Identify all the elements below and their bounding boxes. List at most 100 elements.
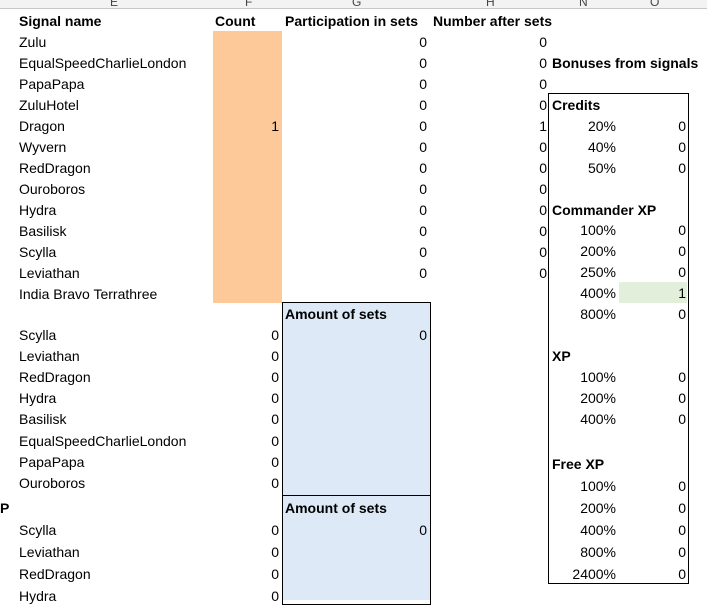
credits-percent[interactable]: 40% — [587, 139, 616, 155]
signal-name-cell[interactable]: EqualSpeedCharlieLondon — [19, 55, 187, 71]
set2-item-value[interactable]: 0 — [271, 544, 279, 560]
bonuses-title[interactable]: Bonuses from signals — [552, 55, 699, 71]
count-cell[interactable] — [213, 32, 279, 53]
header-number-after[interactable]: Number after sets — [433, 13, 553, 29]
commander-xp-percent[interactable]: 250% — [580, 264, 616, 280]
commander-xp-value[interactable]: 0 — [678, 306, 686, 322]
participation-cell[interactable]: 0 — [419, 34, 427, 50]
participation-cell[interactable]: 0 — [419, 139, 427, 155]
commander-xp-percent[interactable]: 400% — [580, 285, 616, 301]
signal-name-cell[interactable]: Dragon — [19, 118, 65, 134]
set2-item-name[interactable]: Scylla — [19, 522, 57, 538]
number-after-cell[interactable]: 0 — [539, 202, 547, 218]
xp-value[interactable]: 0 — [678, 411, 686, 427]
participation-cell[interactable]: 0 — [419, 244, 427, 260]
column-letter-g[interactable]: G — [352, 0, 362, 9]
header-count[interactable]: Count — [215, 13, 256, 29]
signal-name-cell[interactable]: Zulu — [19, 34, 47, 50]
set2-item-name[interactable]: Leviathan — [19, 544, 80, 560]
commander-xp-value[interactable]: 1 — [678, 285, 686, 301]
count-cell[interactable] — [213, 263, 279, 284]
free-xp-percent[interactable]: 100% — [580, 478, 616, 494]
signal-name-cell[interactable]: Wyvern — [19, 139, 67, 155]
count-cell[interactable] — [213, 95, 279, 116]
credits-label[interactable]: Credits — [552, 97, 601, 113]
number-after-cell[interactable]: 0 — [539, 76, 547, 92]
column-letter-o[interactable]: O — [650, 0, 660, 9]
set2-item-value[interactable]: 0 — [271, 588, 279, 604]
set1-item-value[interactable]: 0 — [271, 348, 279, 364]
count-cell[interactable] — [213, 179, 279, 200]
number-after-cell[interactable]: 0 — [539, 244, 547, 260]
commander-xp-percent[interactable]: 200% — [580, 243, 616, 259]
set2-item-name[interactable]: Hydra — [19, 588, 57, 604]
signal-name-cell[interactable]: India Bravo Terrathree — [19, 286, 158, 302]
set1-item-value[interactable]: 0 — [271, 390, 279, 406]
commander-xp-value[interactable]: 0 — [678, 264, 686, 280]
participation-cell[interactable]: 0 — [419, 223, 427, 239]
signal-name-cell[interactable]: Ouroboros — [19, 181, 86, 197]
count-cell[interactable] — [213, 284, 279, 305]
credits-value[interactable]: 0 — [678, 139, 686, 155]
set1-item-name[interactable]: Hydra — [19, 390, 57, 406]
header-signal-name[interactable]: Signal name — [19, 13, 102, 29]
column-letter-n[interactable]: N — [579, 0, 588, 9]
number-after-cell[interactable]: 1 — [539, 118, 547, 134]
column-letter-f[interactable]: F — [245, 0, 253, 9]
number-after-cell[interactable]: 0 — [539, 139, 547, 155]
credits-value[interactable]: 0 — [678, 160, 686, 176]
number-after-cell[interactable]: 0 — [539, 34, 547, 50]
signal-name-cell[interactable]: Hydra — [19, 202, 57, 218]
set1-item-value[interactable]: 0 — [271, 369, 279, 385]
count-cell[interactable]: 1 — [271, 118, 279, 134]
participation-cell[interactable]: 0 — [419, 118, 427, 134]
credits-value[interactable]: 0 — [678, 118, 686, 134]
set1-item-name[interactable]: Leviathan — [19, 348, 80, 364]
xp-value[interactable]: 0 — [678, 369, 686, 385]
set1-item-name[interactable]: Ouroboros — [19, 475, 86, 491]
signal-name-cell[interactable]: Leviathan — [19, 265, 80, 281]
commander-xp-value[interactable]: 0 — [678, 243, 686, 259]
free-xp-value[interactable]: 0 — [678, 478, 686, 494]
participation-cell[interactable] — [283, 284, 427, 305]
credits-percent[interactable]: 50% — [587, 160, 616, 176]
xp-percent[interactable]: 400% — [580, 411, 616, 427]
participation-cell[interactable]: 0 — [419, 55, 427, 71]
column-letter-h[interactable]: H — [486, 0, 495, 9]
signal-name-cell[interactable]: ZuluHotel — [19, 97, 79, 113]
set2-item-value[interactable]: 0 — [271, 566, 279, 582]
count-cell[interactable] — [213, 53, 279, 74]
set2-item-name[interactable]: RedDragon — [19, 566, 91, 582]
header-participation[interactable]: Participation in sets — [285, 13, 419, 29]
number-after-cell[interactable]: 0 — [539, 265, 547, 281]
signal-name-cell[interactable]: RedDragon — [19, 160, 91, 176]
free-xp-value[interactable]: 0 — [678, 544, 686, 560]
free-xp-percent[interactable]: 2400% — [572, 566, 616, 582]
commander-xp-label[interactable]: Commander XP — [552, 202, 657, 218]
number-after-cell[interactable]: 0 — [539, 223, 547, 239]
commander-xp-percent[interactable]: 800% — [580, 306, 616, 322]
number-after-cell[interactable]: 0 — [539, 181, 547, 197]
set1-item-name[interactable]: EqualSpeedCharlieLondon — [19, 433, 187, 449]
number-after-cell[interactable]: 0 — [539, 97, 547, 113]
participation-cell[interactable]: 0 — [419, 181, 427, 197]
set1-item-value[interactable]: 0 — [271, 433, 279, 449]
free-xp-percent[interactable]: 200% — [580, 500, 616, 516]
set1-item-name[interactable]: PapaPapa — [19, 454, 85, 470]
set1-item-name[interactable]: Scylla — [19, 327, 57, 343]
set1-amount[interactable]: 0 — [419, 327, 427, 343]
xp-percent[interactable]: 200% — [580, 390, 616, 406]
count-cell[interactable] — [213, 137, 279, 158]
set2-left-label[interactable]: P — [0, 500, 10, 516]
number-after-cell[interactable]: 0 — [539, 160, 547, 176]
number-after-cell[interactable]: 0 — [539, 55, 547, 71]
set1-item-value[interactable]: 0 — [271, 327, 279, 343]
free-xp-value[interactable]: 0 — [678, 566, 686, 582]
count-cell[interactable] — [213, 158, 279, 179]
participation-cell[interactable]: 0 — [419, 265, 427, 281]
set1-item-name[interactable]: Basilisk — [19, 411, 67, 427]
set1-item-value[interactable]: 0 — [271, 411, 279, 427]
set1-item-name[interactable]: RedDragon — [19, 369, 91, 385]
signal-name-cell[interactable]: Basilisk — [19, 223, 67, 239]
count-cell[interactable] — [213, 74, 279, 95]
